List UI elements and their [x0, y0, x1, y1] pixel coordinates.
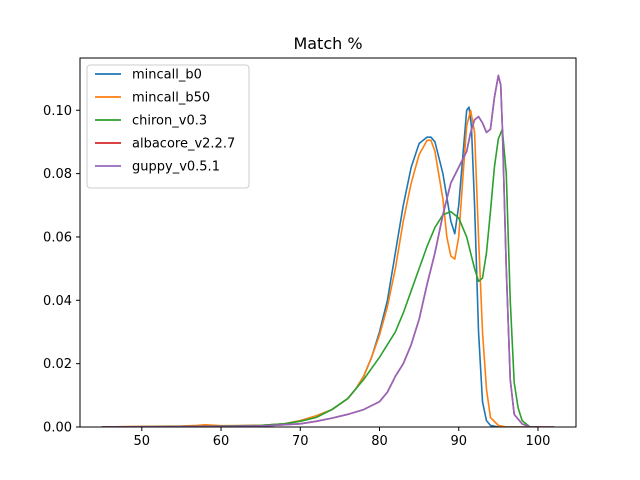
x-tick-label-0: 50 [134, 434, 151, 449]
plot-area [79, 57, 577, 428]
legend-label-0: mincall_b0 [132, 68, 202, 83]
legend-label-4: guppy_v0.5.1 [132, 160, 220, 175]
axes-frame [79, 57, 577, 428]
y-tick-label-3: 0.06 [43, 230, 72, 245]
y-axis: 0.00 0.02 0.04 0.06 0.08 0.10 [43, 104, 80, 436]
x-tick-label-5: 100 [526, 434, 551, 449]
x-tick-label-1: 60 [213, 434, 230, 449]
y-tick-label-0: 0.00 [43, 421, 72, 436]
series-line-4 [101, 74, 555, 427]
x-tick-label-3: 80 [371, 434, 388, 449]
y-tick-label-2: 0.04 [43, 294, 72, 309]
legend-label-3: albacore_v2.2.7 [132, 137, 235, 152]
y-tick-label-1: 0.02 [43, 357, 72, 372]
legend-box [86, 64, 250, 189]
legend: mincall_b0 mincall_b50 chiron_v0.3 albacore… [86, 64, 250, 189]
x-tick-label-2: 70 [292, 434, 309, 449]
legend-label-1: mincall_b50 [132, 91, 210, 106]
y-tick-label-4: 0.08 [43, 167, 72, 182]
series-line-2 [101, 128, 539, 427]
x-axis: 50 60 70 80 90 100 [134, 427, 551, 449]
chart-title: Match % [293, 34, 362, 53]
series-layer [101, 74, 555, 427]
legend-label-2: chiron_v0.3 [132, 114, 207, 129]
x-tick-label-4: 90 [450, 434, 467, 449]
y-tick-label-5: 0.10 [43, 104, 72, 119]
